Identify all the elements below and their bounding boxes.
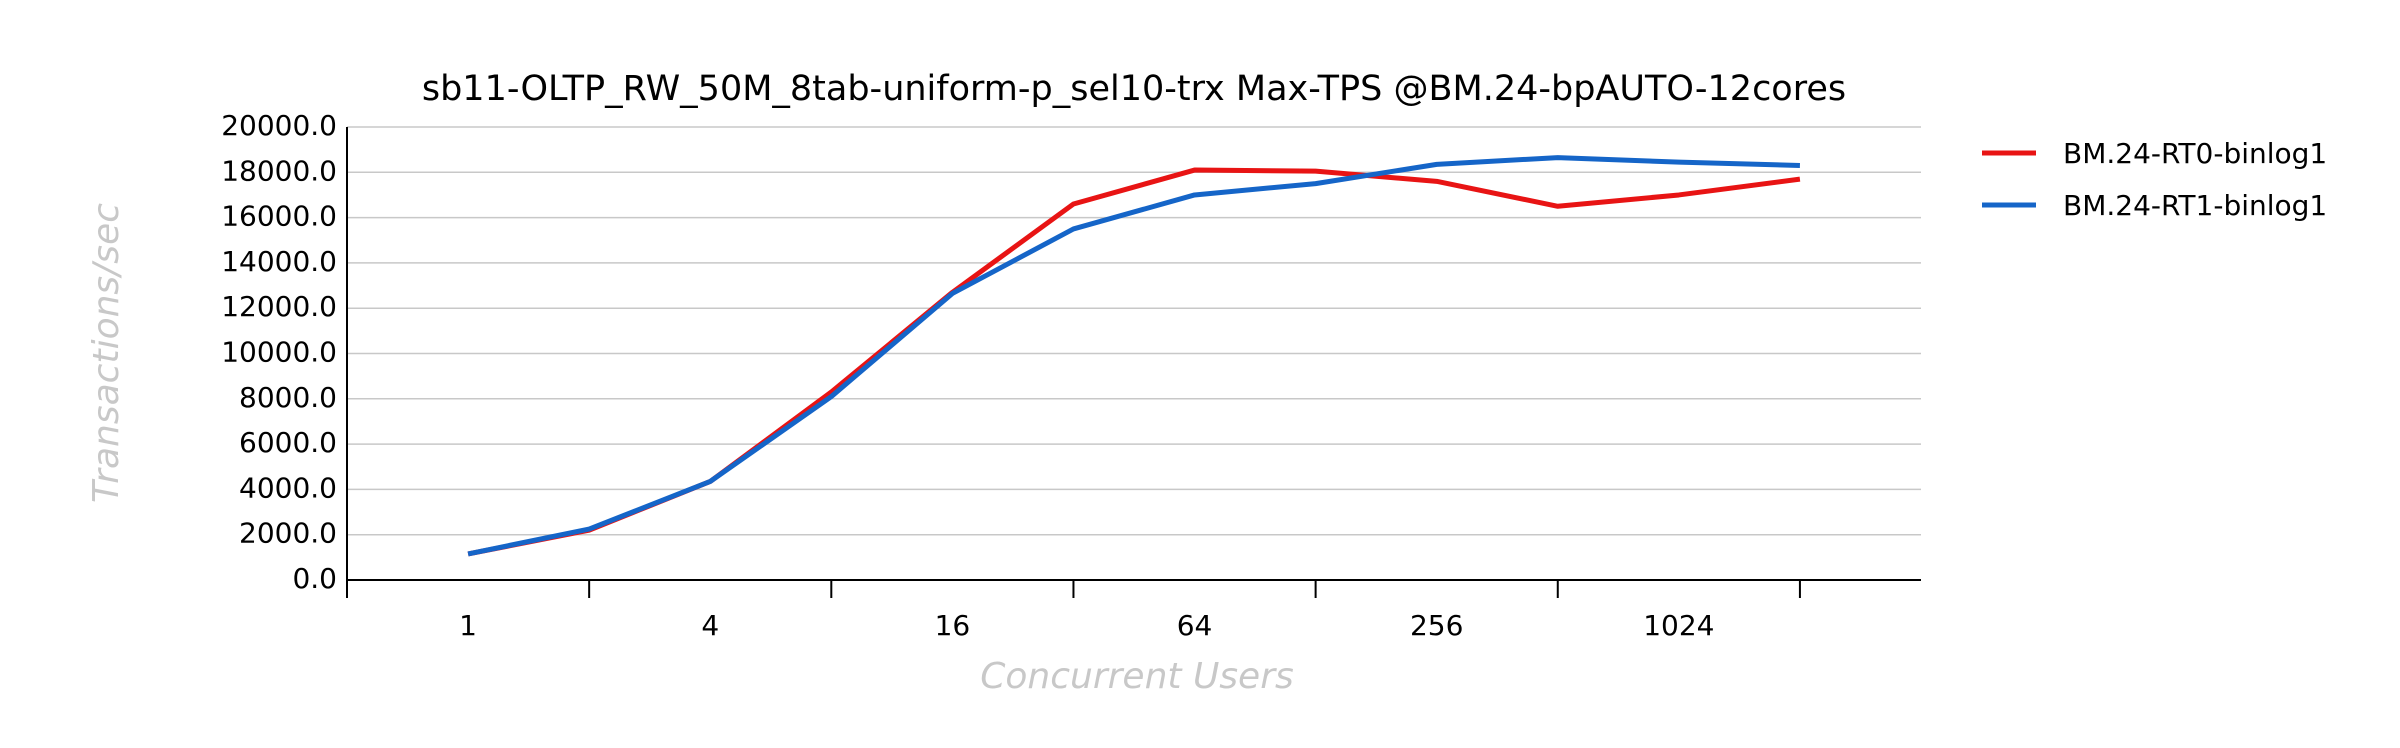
x-tick-label: 1: [459, 609, 477, 642]
y-tick-label: 6000.0: [239, 426, 337, 459]
chart-title: sb11-OLTP_RW_50M_8tab-uniform-p_sel10-tr…: [422, 69, 1846, 109]
y-tick-label: 4000.0: [239, 471, 337, 504]
x-tick-label: 64: [1177, 609, 1213, 642]
y-axis-title: Transactions/sec: [86, 203, 127, 503]
y-tick-label: 16000.0: [221, 200, 337, 233]
y-tick-label: 18000.0: [221, 154, 337, 187]
x-tick-label: 16: [935, 609, 971, 642]
y-tick-label: 10000.0: [221, 336, 337, 369]
y-tick-label: 2000.0: [239, 517, 337, 550]
y-tick-label: 8000.0: [239, 381, 337, 414]
x-tick-label: 1024: [1643, 609, 1714, 642]
y-tick-label: 14000.0: [221, 245, 337, 278]
legend-label: BM.24-RT1-binlog1: [2063, 189, 2327, 222]
y-tick-label: 0.0: [292, 562, 337, 595]
legend-label: BM.24-RT0-binlog1: [2063, 137, 2327, 170]
x-axis-title: Concurrent Users: [980, 656, 1294, 697]
series-line: [467, 155, 1800, 557]
y-tick-label: 12000.0: [221, 290, 337, 323]
x-tick-label: 4: [701, 609, 719, 642]
y-tick-label: 20000.0: [221, 109, 337, 142]
x-tick-label: 256: [1410, 609, 1463, 642]
